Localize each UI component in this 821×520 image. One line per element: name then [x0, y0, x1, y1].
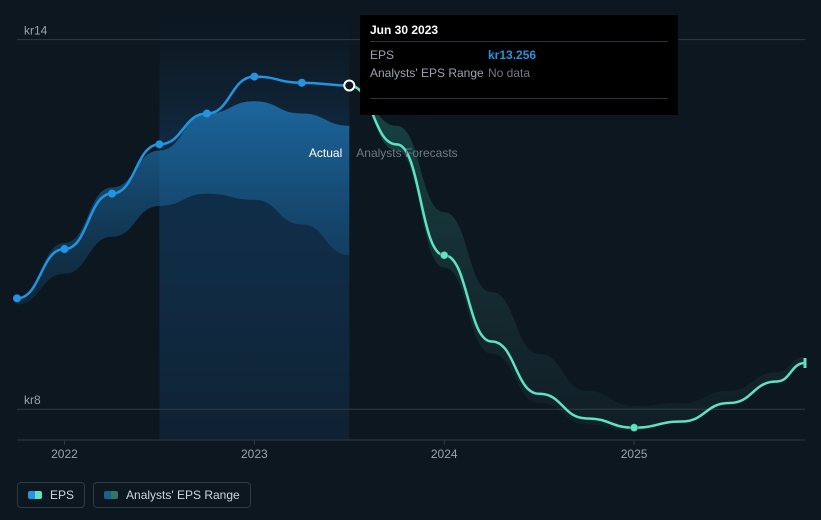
forecast-marker — [630, 424, 638, 432]
tooltip-row: EPSkr13.256 — [370, 46, 668, 64]
y-tick-label: kr8 — [24, 393, 41, 407]
legend-label: EPS — [50, 488, 74, 502]
legend-swatch — [104, 491, 118, 499]
y-tick-label: kr14 — [24, 24, 48, 38]
forecast-range-band — [349, 85, 805, 430]
eps-marker — [155, 140, 163, 148]
x-tick-label: 2023 — [241, 447, 268, 461]
x-tick-label: 2025 — [621, 447, 648, 461]
chart-legend: EPS Analysts' EPS Range — [17, 482, 251, 508]
legend-item[interactable]: EPS — [17, 482, 85, 508]
tooltip-key: EPS — [370, 46, 488, 64]
eps-marker — [250, 73, 258, 81]
tooltip-table: EPSkr13.256Analysts' EPS RangeNo data — [370, 46, 668, 82]
eps-marker — [203, 110, 211, 118]
tooltip-value: No data — [488, 64, 668, 82]
chart-tooltip: Jun 30 2023 EPSkr13.256Analysts' EPS Ran… — [360, 15, 678, 115]
eps-marker — [298, 79, 306, 87]
legend-label: Analysts' EPS Range — [126, 488, 240, 502]
x-tick-label: 2022 — [51, 447, 78, 461]
eps-marker — [60, 245, 68, 253]
forecast-label: Analysts Forecasts — [356, 146, 457, 160]
forecast-line — [349, 85, 805, 427]
tooltip-divider — [370, 98, 668, 99]
tooltip-row: Analysts' EPS RangeNo data — [370, 64, 668, 82]
tooltip-key: Analysts' EPS Range — [370, 64, 488, 82]
eps-marker — [13, 294, 21, 302]
eps-marker-highlight — [344, 80, 354, 90]
tooltip-date: Jun 30 2023 — [370, 23, 668, 42]
forecast-marker — [440, 251, 448, 259]
eps-marker — [108, 190, 116, 198]
legend-item[interactable]: Analysts' EPS Range — [93, 482, 251, 508]
actual-label: Actual — [309, 146, 342, 160]
eps-chart-card: { "chart": { "width": 821, "height": 520… — [0, 0, 821, 520]
legend-swatch — [28, 491, 42, 499]
tooltip-value: kr13.256 — [488, 46, 668, 64]
x-tick-label: 2024 — [431, 447, 458, 461]
